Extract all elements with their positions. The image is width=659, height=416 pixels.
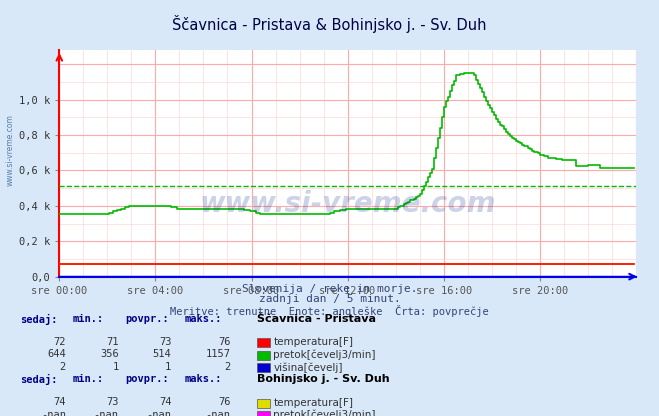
Text: 76: 76	[218, 397, 231, 407]
Text: -nan: -nan	[206, 410, 231, 416]
Text: 73: 73	[159, 337, 171, 347]
Text: 71: 71	[106, 337, 119, 347]
Text: zadnji dan / 5 minut.: zadnji dan / 5 minut.	[258, 294, 401, 304]
Text: 2: 2	[225, 362, 231, 372]
Text: 73: 73	[106, 397, 119, 407]
Text: Ščavnica - Pristava: Ščavnica - Pristava	[257, 314, 376, 324]
Text: pretok[čevelj3/min]: pretok[čevelj3/min]	[273, 349, 376, 360]
Text: temperatura[F]: temperatura[F]	[273, 337, 353, 347]
Text: min.:: min.:	[72, 314, 103, 324]
Text: 72: 72	[53, 337, 66, 347]
Text: maks.:: maks.:	[185, 374, 222, 384]
Text: 1: 1	[113, 362, 119, 372]
Text: 644: 644	[47, 349, 66, 359]
Text: maks.:: maks.:	[185, 314, 222, 324]
Text: povpr.:: povpr.:	[125, 314, 169, 324]
Text: povpr.:: povpr.:	[125, 374, 169, 384]
Text: -nan: -nan	[94, 410, 119, 416]
Text: -nan: -nan	[146, 410, 171, 416]
Text: 514: 514	[153, 349, 171, 359]
Text: 74: 74	[159, 397, 171, 407]
Text: 76: 76	[218, 337, 231, 347]
Text: Meritve: trenutne  Enote: angleške  Črta: povprečje: Meritve: trenutne Enote: angleške Črta: …	[170, 305, 489, 317]
Text: 74: 74	[53, 397, 66, 407]
Text: temperatura[F]: temperatura[F]	[273, 398, 353, 408]
Text: -nan: -nan	[41, 410, 66, 416]
Text: pretok[čevelj3/min]: pretok[čevelj3/min]	[273, 410, 376, 416]
Text: višina[čevelj]: višina[čevelj]	[273, 362, 343, 373]
Text: 356: 356	[100, 349, 119, 359]
Text: Bohinjsko j. - Sv. Duh: Bohinjsko j. - Sv. Duh	[257, 374, 389, 384]
Text: Ščavnica - Pristava & Bohinjsko j. - Sv. Duh: Ščavnica - Pristava & Bohinjsko j. - Sv.…	[172, 15, 487, 32]
Text: 1: 1	[165, 362, 171, 372]
Text: www.si-vreme.com: www.si-vreme.com	[5, 114, 14, 186]
Text: www.si-vreme.com: www.si-vreme.com	[200, 190, 496, 218]
Text: 1157: 1157	[206, 349, 231, 359]
Text: Slovenija / reke in morje.: Slovenija / reke in morje.	[242, 284, 417, 294]
Text: min.:: min.:	[72, 374, 103, 384]
Text: sedaj:: sedaj:	[20, 314, 57, 325]
Text: 2: 2	[60, 362, 66, 372]
Text: sedaj:: sedaj:	[20, 374, 57, 386]
